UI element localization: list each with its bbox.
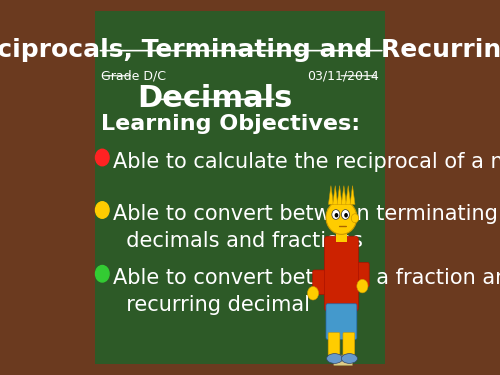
Circle shape [344,213,348,217]
FancyBboxPatch shape [326,304,357,339]
FancyBboxPatch shape [328,333,340,356]
Circle shape [96,202,109,218]
Polygon shape [346,186,350,204]
Ellipse shape [326,354,342,363]
Polygon shape [333,186,338,204]
Circle shape [357,279,368,293]
Polygon shape [328,186,334,204]
FancyBboxPatch shape [343,333,354,356]
Text: Grade D/C: Grade D/C [100,69,166,82]
FancyBboxPatch shape [334,355,352,366]
FancyBboxPatch shape [336,231,347,242]
FancyBboxPatch shape [312,270,330,294]
Text: 03/11/2014: 03/11/2014 [306,69,378,82]
Text: Able to convert between terminating
  decimals and fractions: Able to convert between terminating deci… [113,204,498,251]
FancyBboxPatch shape [324,236,358,311]
Circle shape [342,210,349,219]
Circle shape [334,213,338,217]
Circle shape [308,286,318,300]
Circle shape [352,214,358,223]
FancyBboxPatch shape [94,11,385,364]
Circle shape [96,149,109,166]
Text: Able to calculate the reciprocal of a number: Able to calculate the reciprocal of a nu… [113,152,500,172]
Circle shape [96,266,109,282]
FancyBboxPatch shape [354,262,369,287]
Text: Reciprocals, Terminating and Recurring: Reciprocals, Terminating and Recurring [0,38,500,62]
Circle shape [332,210,340,219]
Polygon shape [337,186,342,204]
Polygon shape [342,186,346,204]
Text: Decimals: Decimals [137,84,292,113]
Text: Able to convert between a fraction and a
  recurring decimal: Able to convert between a fraction and a… [113,268,500,315]
Ellipse shape [326,201,357,234]
Text: Learning Objectives:: Learning Objectives: [100,114,360,134]
Ellipse shape [342,354,357,363]
Polygon shape [350,186,355,204]
